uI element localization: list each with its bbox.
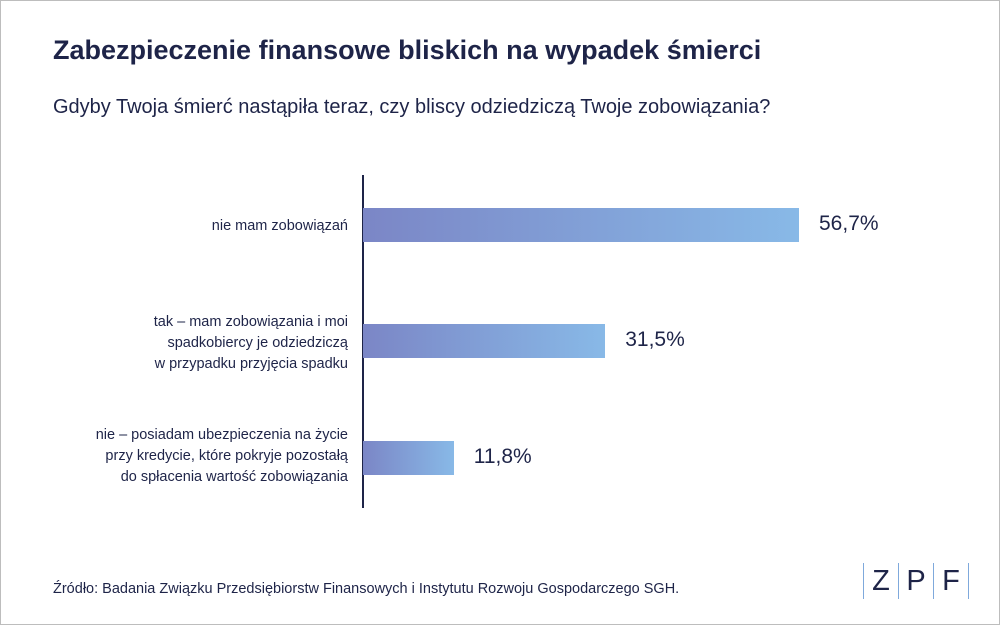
value-label-2: 31,5%: [625, 328, 685, 351]
bar-1: [363, 208, 799, 242]
source-note: Źródło: Badania Związku Przedsiębiorstw …: [53, 581, 680, 597]
bar-2: [363, 324, 606, 358]
chart-subtitle: Gdyby Twoja śmierć nastąpiła teraz, czy …: [53, 96, 771, 118]
logo-separator: [933, 563, 934, 599]
value-label-3: 11,8%: [473, 445, 532, 468]
logo-separator: [898, 563, 899, 599]
logo-separator: [968, 563, 969, 599]
logo-letter-f: F: [942, 564, 960, 597]
bar-3: [363, 441, 454, 475]
category-label-1: nie mam zobowiązań: [211, 218, 348, 234]
chart-title: Zabezpieczenie finansowe bliskich na wyp…: [53, 35, 762, 65]
category-label-2: tak – mam zobowiązania i moi spadkobierc…: [153, 314, 348, 372]
value-label-1: 56,7%: [819, 212, 879, 235]
zpf-logo: Z P F: [863, 561, 969, 601]
logo-separator: [863, 563, 864, 599]
logo-letter-p: P: [906, 564, 926, 597]
y-axis-line: [362, 175, 364, 508]
logo-letter-z: Z: [872, 564, 890, 597]
category-label-3: nie – posiadam ubezpieczenia na życie pr…: [95, 427, 348, 485]
